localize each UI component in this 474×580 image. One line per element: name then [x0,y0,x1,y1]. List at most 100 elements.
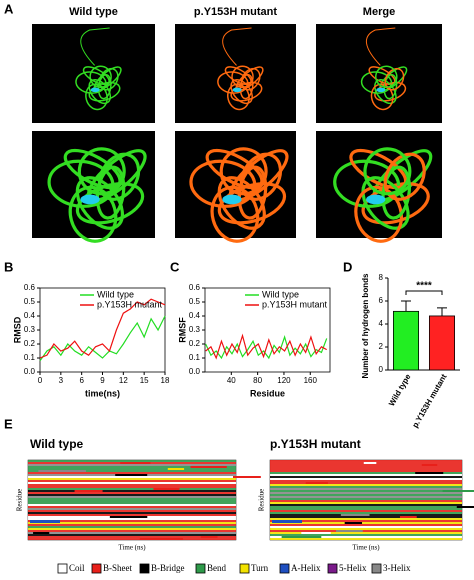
stripe-break [301,532,331,534]
y-tick-label: 8 [379,273,384,282]
stripe [270,472,462,474]
stripe-break [38,470,86,472]
stripe [270,474,462,476]
ribbon [97,74,112,100]
stripe [28,466,236,468]
y-tick-label: 0.1 [189,353,201,362]
ligand [222,194,242,205]
stripe [28,484,236,486]
stripe [28,476,236,478]
panel-label: A [4,1,14,16]
x-axis-label: Residue [250,388,285,398]
legend-label: B-Bridge [151,563,185,573]
y-tick-label: 0.6 [189,283,201,292]
stripe [28,460,236,462]
legend-label: 3-Helix [383,563,411,573]
significance-bracket [405,290,443,295]
ribbon [375,65,398,88]
y-axis-label: RMSF [177,317,187,343]
stripe-break [200,536,218,538]
x-tick-label: Wild type [387,372,413,408]
legend-label: p.Y153H mutant [262,299,328,309]
legend-label: Bend [207,563,226,573]
stripe [270,478,462,480]
stripe [270,466,462,468]
stripe [28,522,236,524]
y-axis-label: Number of hydrogen bonds [361,273,370,378]
ribbon [237,165,268,220]
panel-e-title: p.Y153H mutant [270,437,361,451]
structure-image [316,24,442,123]
legend-label: A-Helix [291,563,321,573]
stripe [270,524,462,526]
stripe-break [336,530,363,532]
legend-swatch [239,563,250,574]
legend-label: Coil [69,563,85,573]
stripe [28,512,236,514]
stripe [270,460,462,462]
stripe-break [233,476,261,478]
stripe [28,492,236,494]
ribbon [381,165,411,220]
ribbon [89,65,112,88]
stripe-break [456,506,474,508]
stripe [270,502,462,504]
stripe-break [182,504,198,506]
stripe [270,496,462,498]
error-bar [437,307,447,316]
bar [428,315,455,371]
legend-swatch [279,563,290,574]
tail [80,27,110,66]
panel-e-title: Wild type [30,437,84,451]
y-tick-label: 4 [379,319,384,328]
ribbon [383,152,426,201]
stripe [28,532,236,534]
stripe [28,508,236,510]
stripe [270,490,462,492]
stripe [270,500,462,502]
panel-label: D [343,259,352,274]
ligand [366,194,386,205]
stripe [270,464,462,466]
stripe [28,538,236,540]
legend-label: B-Sheet [103,563,132,573]
stripe [28,470,236,472]
stripe [270,518,462,520]
x-tick-label: 80 [253,376,262,385]
stripe [28,498,236,500]
ligand [80,194,100,205]
stripe [270,508,462,510]
stripe-break [115,474,148,476]
x-tick-label: 15 [140,376,149,385]
y-axis-label: Residue [258,489,266,512]
ribbon [239,74,254,100]
x-tick-label: p.Y153H mutant [411,372,449,429]
legend-label: Wild type [262,289,299,299]
y-tick-label: 0.2 [189,339,201,348]
y-tick-label: 6 [379,296,384,305]
stripe [28,478,236,480]
stripe [28,488,236,490]
legend-label: p.Y153H mutant [97,299,163,309]
stripe-break [399,516,417,518]
y-tick-label: 0.1 [24,353,36,362]
x-tick-label: 0 [38,376,43,385]
stripe [270,512,462,514]
x-tick-label: 9 [100,376,105,385]
helix-block [30,520,60,523]
legend-swatch [327,563,338,574]
stripe [28,500,236,502]
stripe [270,506,462,508]
y-axis-label: Residue [16,489,24,512]
stripe [28,464,236,466]
x-tick-label: 12 [119,376,128,385]
stripe [270,486,462,488]
stripe-break [167,468,185,470]
stripe [270,516,462,518]
series-line [205,335,328,360]
stripe-break [340,514,370,516]
stripe [28,534,236,536]
error-bar [401,300,411,312]
stripe [28,486,236,488]
ligand [232,87,242,93]
